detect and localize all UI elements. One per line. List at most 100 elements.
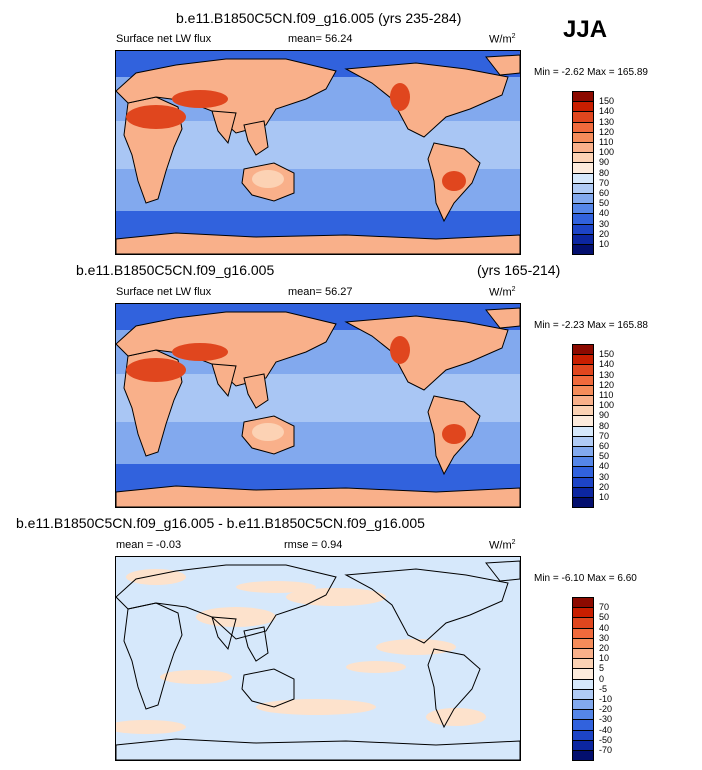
- season-label: JJA: [563, 16, 608, 43]
- colorbar-level-label: -10: [599, 694, 613, 704]
- colorbar-cell: [572, 101, 594, 113]
- eurasia-outline: [116, 564, 337, 640]
- south-america-hotspot: [442, 171, 466, 191]
- colorbar-level-label: 50: [599, 612, 610, 623]
- colorbar-cell: [572, 425, 594, 437]
- colorbar-level-label: 60: [599, 441, 610, 451]
- colorbar-cell: [572, 213, 594, 225]
- colorbar-level-label: 40: [599, 461, 610, 472]
- positive-diff-patch: [116, 720, 186, 734]
- colorbar-level-label: 10: [599, 653, 610, 664]
- positive-diff-patch: [426, 708, 486, 726]
- colorbar-cell: [572, 729, 594, 741]
- colorbar-cell: [572, 617, 594, 629]
- colorbar-cell: [572, 384, 594, 396]
- colorbar-cell: [572, 658, 594, 670]
- colorbar-cell: [572, 182, 594, 194]
- sw-north-america-hotspot: [390, 336, 410, 364]
- panel-2-title-years: (yrs 165-214): [477, 262, 561, 278]
- panel-3-map-svg: [116, 557, 520, 760]
- colorbar-cell: [572, 111, 594, 123]
- colorbar-cell: [572, 162, 594, 174]
- colorbar-level-label: 20: [599, 643, 610, 653]
- colorbar-level-label: 0: [599, 673, 605, 684]
- colorbar-level-label: 80: [599, 420, 610, 431]
- colorbar-cell: [572, 374, 594, 386]
- colorbar-level-label: 70: [599, 430, 610, 441]
- colorbar-cell: [572, 415, 594, 427]
- panel-2-mean-label: mean= 56.27: [288, 286, 353, 298]
- colorbar-cell: [572, 678, 594, 690]
- colorbar-cell: [572, 466, 594, 478]
- colorbar-level-label: 110: [599, 390, 614, 400]
- se-asia-outline: [243, 626, 269, 662]
- colorbar-cell: [572, 405, 594, 417]
- positive-diff-patch: [196, 607, 276, 627]
- india-outline: [211, 616, 237, 651]
- colorbar-level-label: 150: [599, 349, 615, 360]
- positive-diff-patch: [126, 569, 186, 585]
- panel-1-minmax: Min = -2.62 Max = 165.89: [534, 67, 648, 78]
- colorbar-cell: [572, 476, 594, 488]
- colorbar-level-label: 50: [599, 198, 610, 209]
- colorbar-cell: [572, 244, 594, 256]
- colorbar-cell: [572, 91, 594, 103]
- positive-diff-patch: [256, 699, 376, 715]
- colorbar-level-label: 40: [599, 622, 610, 633]
- colorbar-cell: [572, 446, 594, 458]
- panel-2-minmax: Min = -2.23 Max = 165.88: [534, 320, 648, 331]
- se-asia-land: [243, 120, 269, 156]
- australia-interior: [252, 423, 284, 441]
- colorbar-level-label: 20: [599, 228, 610, 239]
- colorbar-level-label: 100: [599, 400, 615, 411]
- colorbar-level-label: 90: [599, 157, 610, 168]
- panel-2-title: b.e11.B1850C5CN.f09_g16.005: [76, 262, 275, 278]
- colorbar-level-label: 90: [599, 410, 610, 421]
- africa-outline: [123, 602, 183, 710]
- colorbar-level-label: 70: [599, 177, 610, 188]
- colorbar-level-label: 5: [599, 663, 605, 674]
- antarctica-land: [116, 485, 520, 507]
- central-asia-hotspot: [172, 343, 228, 361]
- colorbar-level-label: 140: [599, 106, 615, 117]
- panel-3-rmse-label: rmse = 0.94: [284, 539, 343, 551]
- panel-2-map: [115, 303, 521, 508]
- colorbar-level-label: 100: [599, 147, 615, 158]
- colorbar-level-label: 10: [599, 239, 610, 249]
- colorbar-cell: [572, 193, 594, 205]
- se-asia-land: [243, 373, 269, 409]
- colorbar-cell: [572, 203, 594, 215]
- antarctica-land: [116, 232, 520, 254]
- greenland-land: [485, 54, 520, 76]
- colorbar-level-label: 130: [599, 369, 615, 380]
- colorbar-cell: [572, 364, 594, 376]
- positive-diff-patch: [160, 670, 232, 684]
- colorbar-cell: [572, 648, 594, 660]
- colorbar-level-label: 10: [599, 492, 610, 502]
- colorbar-cell: [572, 456, 594, 468]
- north-america-land: [344, 315, 509, 391]
- australia-outline: [241, 668, 295, 708]
- colorbar-level-label: 50: [599, 451, 610, 462]
- panel-1-title: b.e11.B1850C5CN.f09_g16.005 (yrs 235-284…: [176, 10, 462, 26]
- greenland-land: [485, 307, 520, 329]
- colorbar-cell: [572, 142, 594, 154]
- south-america-outline: [427, 648, 481, 729]
- colorbar-level-label: -20: [599, 704, 613, 715]
- colorbar-cell: [572, 719, 594, 731]
- colorbar-level-label: -50: [599, 734, 613, 745]
- colorbar-cell: [572, 699, 594, 711]
- panel-1-map-svg: [116, 51, 520, 254]
- colorbar-cell: [572, 709, 594, 721]
- colorbar-cell: [572, 354, 594, 366]
- colorbar-cell: [572, 121, 594, 133]
- panel-3-mean-label: mean = -0.03: [116, 539, 182, 551]
- colorbar-cell: [572, 627, 594, 639]
- australia-interior: [252, 170, 284, 188]
- colorbar-level-label: 80: [599, 167, 610, 178]
- colorbar-cell: [572, 223, 594, 235]
- panel-3-title: b.e11.B1850C5CN.f09_g16.005 - b.e11.B185…: [16, 515, 425, 531]
- colorbar-cell: [572, 395, 594, 407]
- colorbar-level-label: -5: [599, 683, 608, 694]
- colorbar-cell: [572, 172, 594, 184]
